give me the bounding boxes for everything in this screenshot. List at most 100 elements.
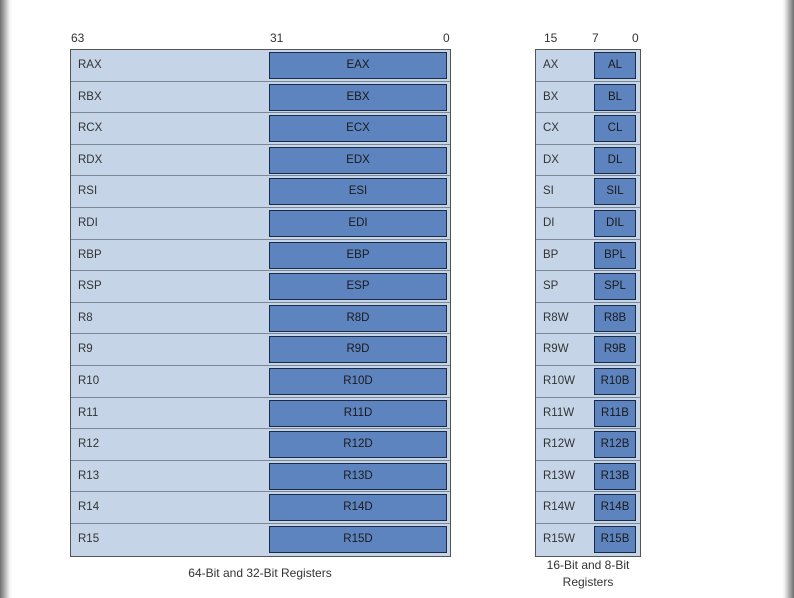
register-16-name: R9W: [543, 343, 569, 356]
register-32-box: EDI: [269, 210, 447, 237]
register-16-name: R8W: [543, 311, 569, 324]
register-32-box: EBX: [269, 83, 447, 111]
register-16-name: DX: [543, 153, 559, 166]
register-32-box: R12D: [269, 431, 447, 459]
register-16-row: R10W R10B: [536, 366, 640, 398]
register-64-row: R8 R8D: [71, 303, 450, 335]
register-16-row: BP BPL: [536, 240, 640, 272]
register-8-box: DIL: [594, 210, 636, 237]
register-16-row: R14W R14B: [536, 492, 640, 524]
register-64-name: RAX: [78, 59, 102, 71]
register-64-name: R10: [78, 375, 100, 387]
register-16-name: CX: [543, 122, 559, 135]
bit-label-63: 63: [71, 31, 85, 45]
register-64-name: R9: [78, 343, 93, 356]
register-16-row: R8W R8B: [536, 303, 640, 335]
register-32-box: EBP: [269, 241, 447, 269]
register-64-row: RBP EBP: [71, 240, 450, 272]
register-64-row: R10 R10D: [71, 366, 450, 398]
register-8-box: DL: [594, 146, 636, 174]
register-8-box: CL: [594, 115, 636, 143]
register-64-name: RDX: [78, 153, 103, 166]
register-64-name: R13: [78, 469, 100, 482]
register-64-name: R15: [78, 533, 100, 545]
caption-16-8-line2: Registers: [562, 575, 614, 589]
register-16-name: DI: [543, 217, 555, 229]
register-8-box: R11B: [594, 399, 636, 427]
register-16-name: R10W: [543, 375, 575, 387]
register-16-row: R11W R11B: [536, 398, 640, 430]
register-32-box: R15D: [269, 526, 447, 553]
register-8-box: R9B: [594, 336, 636, 364]
register-64-row: RDX EDX: [71, 145, 450, 177]
register-8-box: R10B: [594, 368, 636, 395]
registers-16-8-panel: AX AL BX BL CX CL DX DL SI SIL DI DIL BP BPL SP SPL R8W R…: [535, 49, 641, 557]
register-32-box: R11D: [269, 399, 447, 427]
register-32-box: R10D: [269, 368, 447, 395]
register-16-name: AX: [543, 59, 559, 71]
register-64-row: R9 R9D: [71, 334, 450, 366]
register-64-name: R8: [78, 311, 93, 324]
register-64-row: R14 R14D: [71, 492, 450, 524]
register-64-row: RAX EAX: [71, 50, 450, 82]
right-window-edge: [782, 0, 794, 598]
register-64-name: RSP: [78, 280, 102, 293]
register-32-box: EAX: [269, 52, 447, 79]
register-64-name: R11: [78, 406, 99, 419]
bit-label-31: 31: [270, 31, 284, 45]
register-16-row: R9W R9B: [536, 334, 640, 366]
register-16-name: R13W: [543, 469, 575, 482]
register-64-row: R13 R13D: [71, 461, 450, 493]
register-64-name: R14: [78, 501, 100, 514]
register-8-box: AL: [594, 52, 636, 79]
register-32-box: R9D: [269, 336, 447, 364]
caption-64-32: 64-Bit and 32-Bit Registers: [188, 566, 332, 580]
bit-label-0-16: 0: [632, 31, 639, 45]
register-16-name: R14W: [543, 501, 575, 514]
caption-16-8: 16-Bit and 8-Bit Registers: [528, 557, 648, 591]
register-8-box: SPL: [594, 273, 636, 301]
register-64-row: RCX ECX: [71, 113, 450, 145]
register-8-box: R8B: [594, 304, 636, 332]
register-16-name: BP: [543, 248, 559, 261]
register-32-box: EDX: [269, 146, 447, 174]
register-16-row: DX DL: [536, 145, 640, 177]
register-8-box: R14B: [594, 494, 636, 522]
register-64-row: R15 R15D: [71, 524, 450, 556]
register-16-row: SP SPL: [536, 271, 640, 303]
register-64-row: R11 R11D: [71, 398, 450, 430]
register-16-row: CX CL: [536, 113, 640, 145]
register-16-row: BX BL: [536, 82, 640, 114]
register-16-row: SI SIL: [536, 176, 640, 208]
bit-label-15: 15: [544, 31, 558, 45]
register-16-name: BX: [543, 90, 559, 103]
register-16-name: R15W: [543, 533, 575, 545]
register-64-row: RSP ESP: [71, 271, 450, 303]
register-16-row: R15W R15B: [536, 524, 640, 556]
register-64-name: R12: [78, 438, 100, 451]
register-16-name: SI: [543, 185, 554, 198]
register-64-row: RBX EBX: [71, 82, 450, 114]
register-16-row: DI DIL: [536, 208, 640, 240]
register-8-box: R12B: [594, 431, 636, 459]
caption-16-8-line1: 16-Bit and 8-Bit: [546, 558, 630, 572]
register-16-row: R13W R13B: [536, 461, 640, 493]
register-64-row: RSI ESI: [71, 176, 450, 208]
register-64-name: RBX: [78, 90, 102, 103]
left-window-edge: [0, 0, 12, 598]
register-64-name: RSI: [78, 185, 98, 198]
register-16-row: AX AL: [536, 50, 640, 82]
register-8-box: R15B: [594, 526, 636, 553]
register-64-name: RCX: [78, 122, 103, 135]
register-32-box: R8D: [269, 304, 447, 332]
register-8-box: BL: [594, 83, 636, 111]
register-32-box: ECX: [269, 115, 447, 143]
register-16-row: R12W R12B: [536, 429, 640, 461]
register-64-name: RDI: [78, 217, 98, 229]
register-8-box: R13B: [594, 462, 636, 490]
bit-label-7: 7: [592, 31, 599, 45]
register-64-row: R12 R12D: [71, 429, 450, 461]
register-16-name: R11W: [543, 406, 575, 419]
register-64-row: RDI EDI: [71, 208, 450, 240]
register-8-box: SIL: [594, 178, 636, 206]
